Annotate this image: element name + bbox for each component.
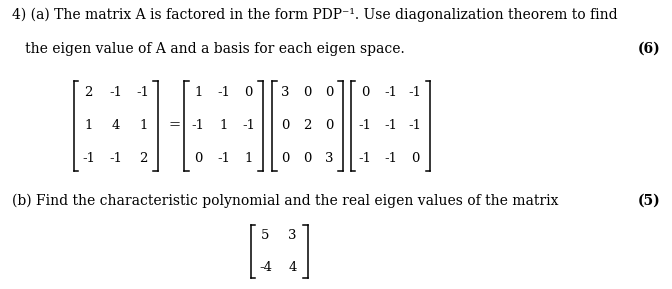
Text: 5: 5 [261,229,269,242]
Text: 4) (a) The matrix A is factored in the form PDP⁻¹. Use diagonalization theorem t: 4) (a) The matrix A is factored in the f… [12,7,618,22]
Text: -1: -1 [358,153,372,165]
Text: 1: 1 [220,119,228,132]
Text: =: = [169,118,181,132]
Text: 0: 0 [361,86,369,99]
Text: 4: 4 [112,119,120,132]
Text: -1: -1 [409,86,422,99]
Text: (5): (5) [638,194,661,208]
Text: 0: 0 [304,153,312,165]
Text: -1: -1 [136,86,150,99]
Text: -1: -1 [109,153,122,165]
Text: 3: 3 [325,153,333,165]
Text: -1: -1 [109,86,122,99]
Text: the eigen value of A and a basis for each eigen space.: the eigen value of A and a basis for eac… [12,42,405,56]
Text: 1: 1 [194,86,202,99]
Text: 2: 2 [304,119,312,132]
Text: 0: 0 [325,86,333,99]
Text: 3: 3 [288,229,296,242]
Text: 1: 1 [85,119,93,132]
Text: 3: 3 [282,86,290,99]
Text: -1: -1 [384,119,397,132]
Text: -4: -4 [259,261,272,274]
Text: -1: -1 [384,153,397,165]
Text: 0: 0 [304,86,312,99]
Text: -1: -1 [384,86,397,99]
Text: 0: 0 [282,119,290,132]
Text: -1: -1 [242,119,255,132]
Text: 0: 0 [411,153,419,165]
Text: 1: 1 [245,153,253,165]
Text: 0: 0 [282,153,290,165]
Text: (6): (6) [638,42,661,56]
Text: 0: 0 [194,153,202,165]
Text: -1: -1 [217,86,230,99]
Text: 2: 2 [139,153,147,165]
Text: -1: -1 [409,119,422,132]
Text: -1: -1 [217,153,230,165]
Text: (b) Find the characteristic polynomial and the real eigen values of the matrix: (b) Find the characteristic polynomial a… [12,194,558,208]
Text: 1: 1 [139,119,147,132]
Text: -1: -1 [82,153,95,165]
Text: 0: 0 [245,86,253,99]
Text: 0: 0 [325,119,333,132]
Text: 4: 4 [288,261,296,274]
Text: -1: -1 [192,119,205,132]
Text: -1: -1 [358,119,372,132]
Text: 2: 2 [85,86,93,99]
